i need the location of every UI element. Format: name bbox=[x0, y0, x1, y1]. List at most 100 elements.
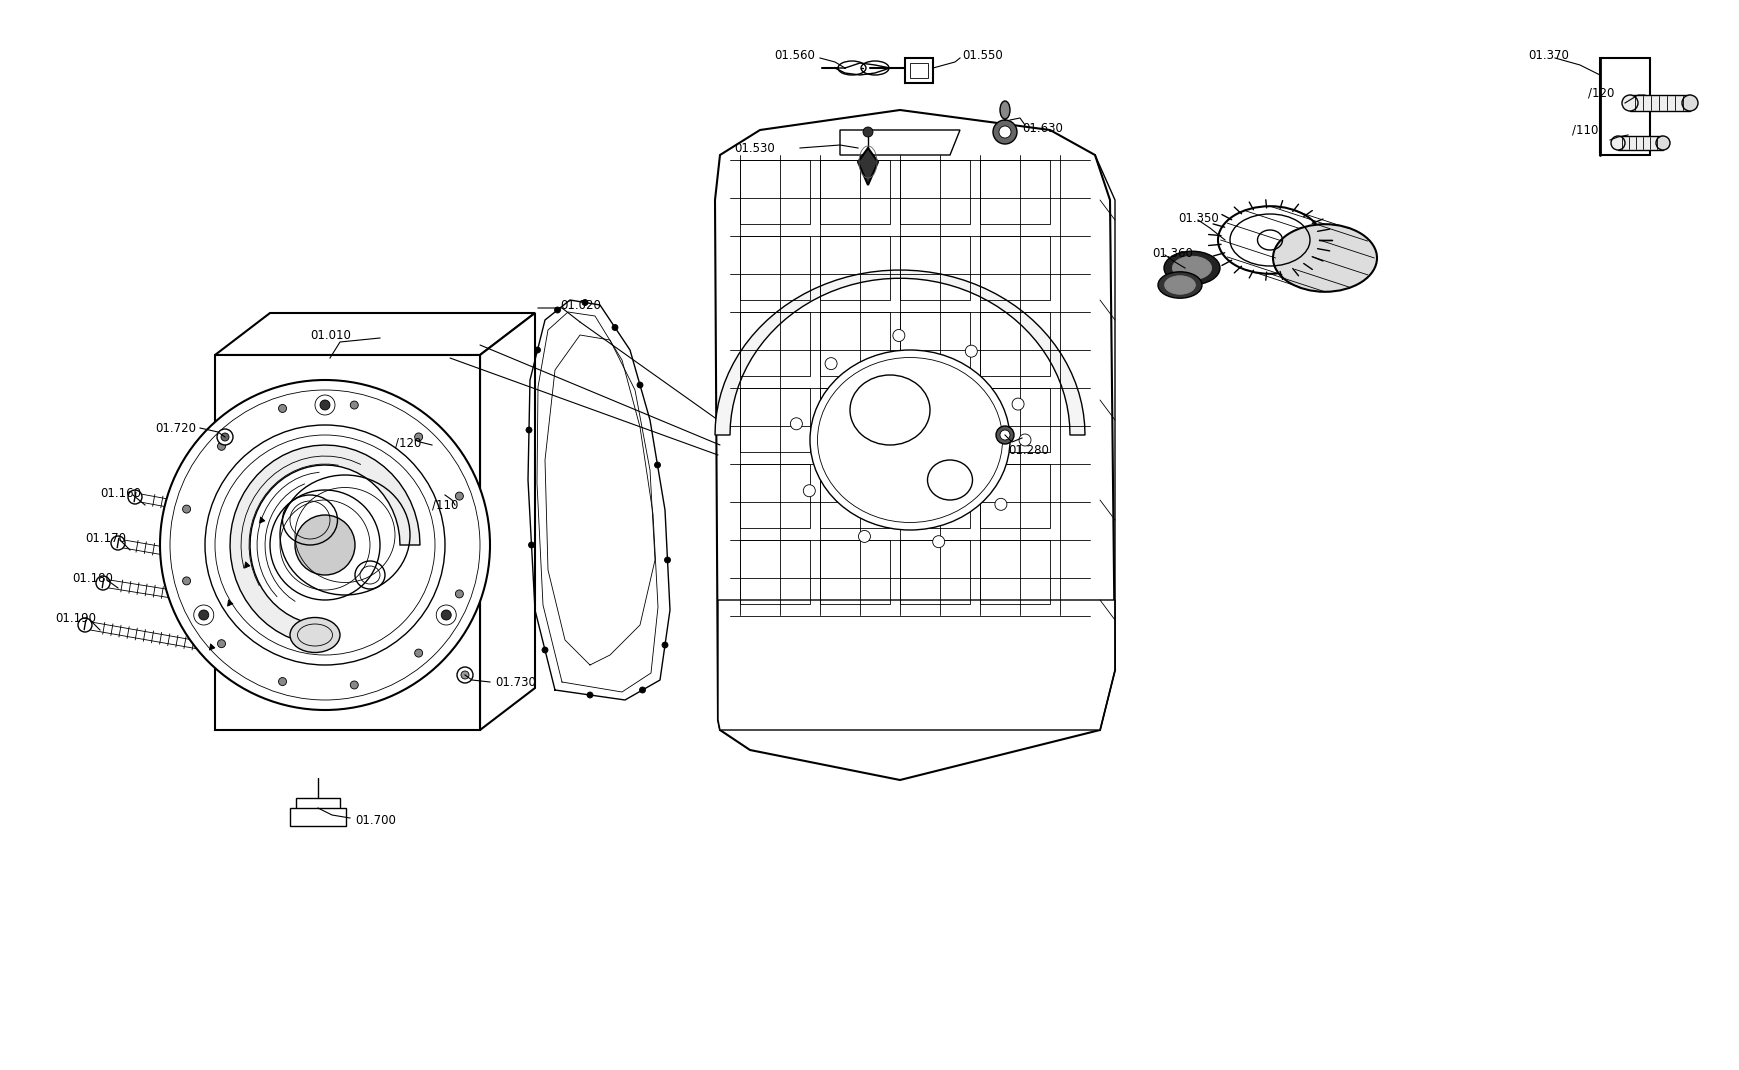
Polygon shape bbox=[370, 421, 416, 440]
Text: 01.700: 01.700 bbox=[355, 813, 396, 826]
Text: 01.530: 01.530 bbox=[734, 141, 774, 154]
Bar bbox=[739, 464, 810, 528]
Circle shape bbox=[183, 577, 191, 585]
Text: 01.550: 01.550 bbox=[962, 48, 1002, 61]
Text: 01.350: 01.350 bbox=[1177, 212, 1217, 225]
Circle shape bbox=[96, 576, 110, 590]
Bar bbox=[739, 160, 810, 224]
Bar bbox=[909, 63, 927, 78]
Circle shape bbox=[636, 382, 643, 388]
Circle shape bbox=[586, 692, 593, 698]
Circle shape bbox=[414, 433, 423, 441]
Bar bbox=[904, 58, 932, 83]
Polygon shape bbox=[480, 314, 534, 730]
Circle shape bbox=[932, 536, 944, 548]
Text: 01.160: 01.160 bbox=[99, 487, 141, 500]
Circle shape bbox=[278, 404, 287, 412]
Bar bbox=[979, 236, 1049, 300]
Ellipse shape bbox=[810, 350, 1009, 530]
Polygon shape bbox=[230, 445, 419, 640]
Circle shape bbox=[824, 357, 836, 369]
Ellipse shape bbox=[1163, 276, 1195, 294]
Bar bbox=[819, 464, 889, 528]
Ellipse shape bbox=[1682, 95, 1697, 111]
Polygon shape bbox=[857, 148, 878, 185]
Ellipse shape bbox=[1000, 101, 1009, 119]
Ellipse shape bbox=[1163, 251, 1219, 285]
Text: 01.010: 01.010 bbox=[310, 328, 351, 341]
Circle shape bbox=[995, 499, 1007, 510]
Circle shape bbox=[863, 127, 873, 137]
Circle shape bbox=[965, 346, 977, 357]
Ellipse shape bbox=[1172, 256, 1210, 279]
Circle shape bbox=[529, 542, 534, 548]
Bar bbox=[290, 808, 346, 826]
Text: /110: /110 bbox=[431, 499, 457, 511]
Bar bbox=[899, 388, 969, 452]
Circle shape bbox=[581, 300, 588, 306]
Circle shape bbox=[892, 330, 904, 341]
Text: /120: /120 bbox=[1588, 87, 1614, 100]
Bar bbox=[899, 464, 969, 528]
Polygon shape bbox=[715, 270, 1085, 435]
Bar bbox=[899, 540, 969, 603]
Text: 01.630: 01.630 bbox=[1021, 122, 1063, 135]
Text: 01.020: 01.020 bbox=[560, 299, 600, 311]
Circle shape bbox=[217, 442, 226, 450]
Circle shape bbox=[995, 426, 1014, 444]
Circle shape bbox=[320, 400, 330, 410]
Polygon shape bbox=[1600, 58, 1649, 155]
Polygon shape bbox=[840, 129, 960, 155]
Text: 01.560: 01.560 bbox=[774, 48, 814, 61]
Circle shape bbox=[612, 324, 617, 331]
Circle shape bbox=[198, 610, 209, 620]
Ellipse shape bbox=[290, 617, 339, 653]
Text: /110: /110 bbox=[1570, 123, 1598, 137]
Bar bbox=[1629, 95, 1689, 111]
Circle shape bbox=[160, 380, 490, 710]
Circle shape bbox=[442, 610, 450, 620]
Circle shape bbox=[111, 536, 125, 550]
Bar bbox=[979, 464, 1049, 528]
Polygon shape bbox=[715, 110, 1115, 780]
Bar bbox=[296, 798, 339, 817]
Text: 01.190: 01.190 bbox=[56, 611, 96, 625]
Bar bbox=[739, 312, 810, 376]
Bar bbox=[979, 540, 1049, 603]
Circle shape bbox=[1012, 398, 1024, 410]
Circle shape bbox=[640, 687, 645, 693]
Polygon shape bbox=[718, 600, 1115, 730]
Circle shape bbox=[221, 433, 230, 441]
Circle shape bbox=[456, 590, 463, 598]
Bar bbox=[979, 312, 1049, 376]
Circle shape bbox=[1019, 434, 1031, 446]
Text: 01.280: 01.280 bbox=[1007, 443, 1049, 457]
Polygon shape bbox=[243, 562, 250, 568]
Polygon shape bbox=[216, 314, 534, 355]
Circle shape bbox=[525, 427, 532, 433]
Circle shape bbox=[217, 429, 233, 445]
Circle shape bbox=[1000, 430, 1009, 440]
Bar bbox=[739, 236, 810, 300]
Text: 01.720: 01.720 bbox=[155, 422, 197, 434]
Ellipse shape bbox=[1610, 136, 1624, 150]
Circle shape bbox=[183, 505, 191, 514]
Circle shape bbox=[78, 618, 92, 632]
Text: 01.360: 01.360 bbox=[1151, 246, 1193, 260]
Circle shape bbox=[436, 605, 456, 625]
Circle shape bbox=[350, 681, 358, 689]
Bar bbox=[979, 388, 1049, 452]
Circle shape bbox=[193, 605, 214, 625]
Circle shape bbox=[790, 417, 802, 430]
Ellipse shape bbox=[1158, 272, 1202, 299]
Circle shape bbox=[803, 485, 816, 496]
Polygon shape bbox=[259, 517, 264, 523]
Polygon shape bbox=[228, 600, 233, 607]
Circle shape bbox=[857, 531, 870, 542]
Bar bbox=[1617, 136, 1662, 150]
Circle shape bbox=[661, 642, 668, 648]
Bar bbox=[899, 312, 969, 376]
Text: 01.730: 01.730 bbox=[494, 675, 536, 688]
Circle shape bbox=[993, 120, 1016, 144]
Bar bbox=[979, 160, 1049, 224]
